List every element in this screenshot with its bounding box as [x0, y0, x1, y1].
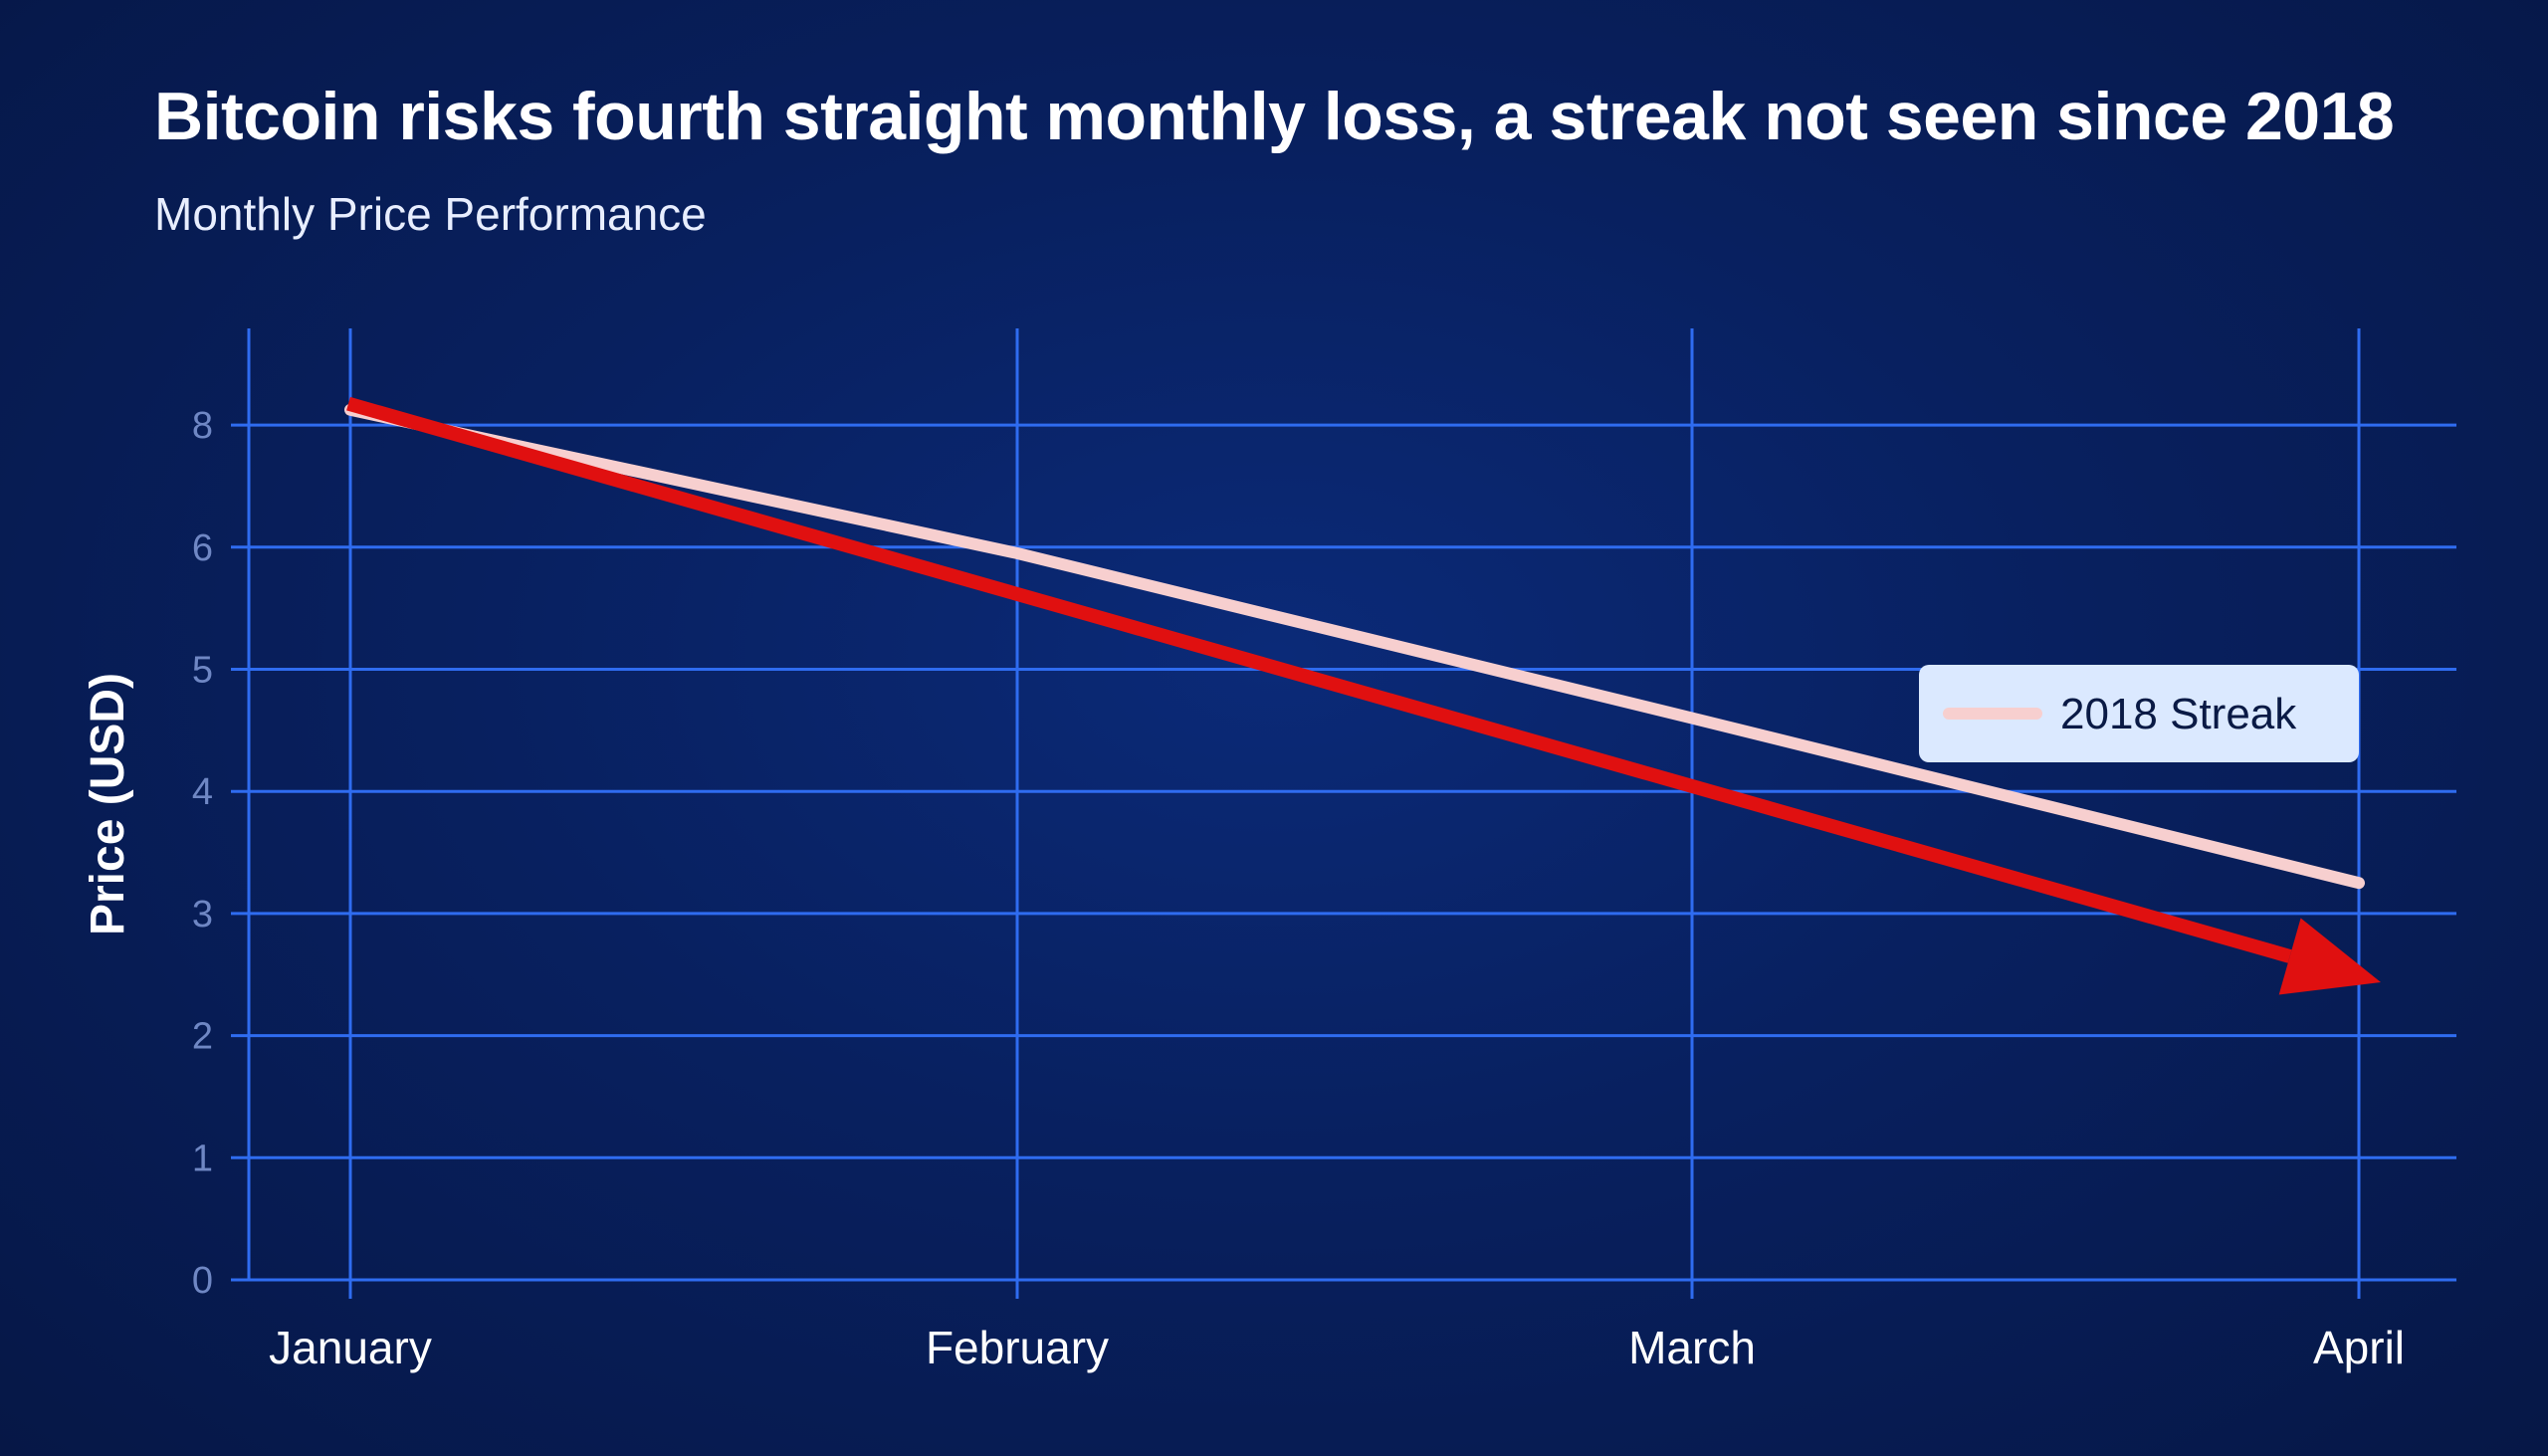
trend-arrow-shaft: [346, 396, 2292, 963]
y-axis-label: Price (USD): [82, 673, 134, 936]
x-tick-label: April: [2313, 1322, 2405, 1373]
y-tick-label: 4: [192, 771, 213, 813]
y-tick-label: 8: [192, 405, 213, 447]
y-tick-label: 0: [192, 1260, 213, 1302]
chart-title: Bitcoin risks fourth straight monthly lo…: [154, 79, 2395, 154]
y-tick-label: 5: [192, 650, 213, 692]
legend-box: [1919, 665, 2359, 762]
series-lines: [344, 403, 2365, 890]
legend-label: 2018 Streak: [2060, 690, 2297, 738]
x-tick-label: March: [1628, 1322, 1756, 1373]
chart-subtitle: Monthly Price Performance: [154, 188, 707, 240]
grid-lines: [231, 328, 2456, 1299]
y-tick-label: 1: [192, 1138, 213, 1179]
y-axis-ticks: 0 1 2 3 4 5 6 8: [192, 405, 213, 1302]
legend: 2018 Streak: [1919, 665, 2359, 762]
y-tick-label: 6: [192, 527, 213, 569]
trend-arrow-head: [2278, 918, 2381, 995]
x-axis-ticks: January February March April: [269, 1322, 2405, 1373]
x-tick-label: February: [926, 1322, 1109, 1373]
x-tick-label: January: [269, 1322, 432, 1373]
series-line-2018-streak: [344, 403, 2365, 890]
y-tick-label: 2: [192, 1016, 213, 1058]
y-tick-label: 3: [192, 894, 213, 936]
trend-arrow-group: [346, 396, 2381, 995]
